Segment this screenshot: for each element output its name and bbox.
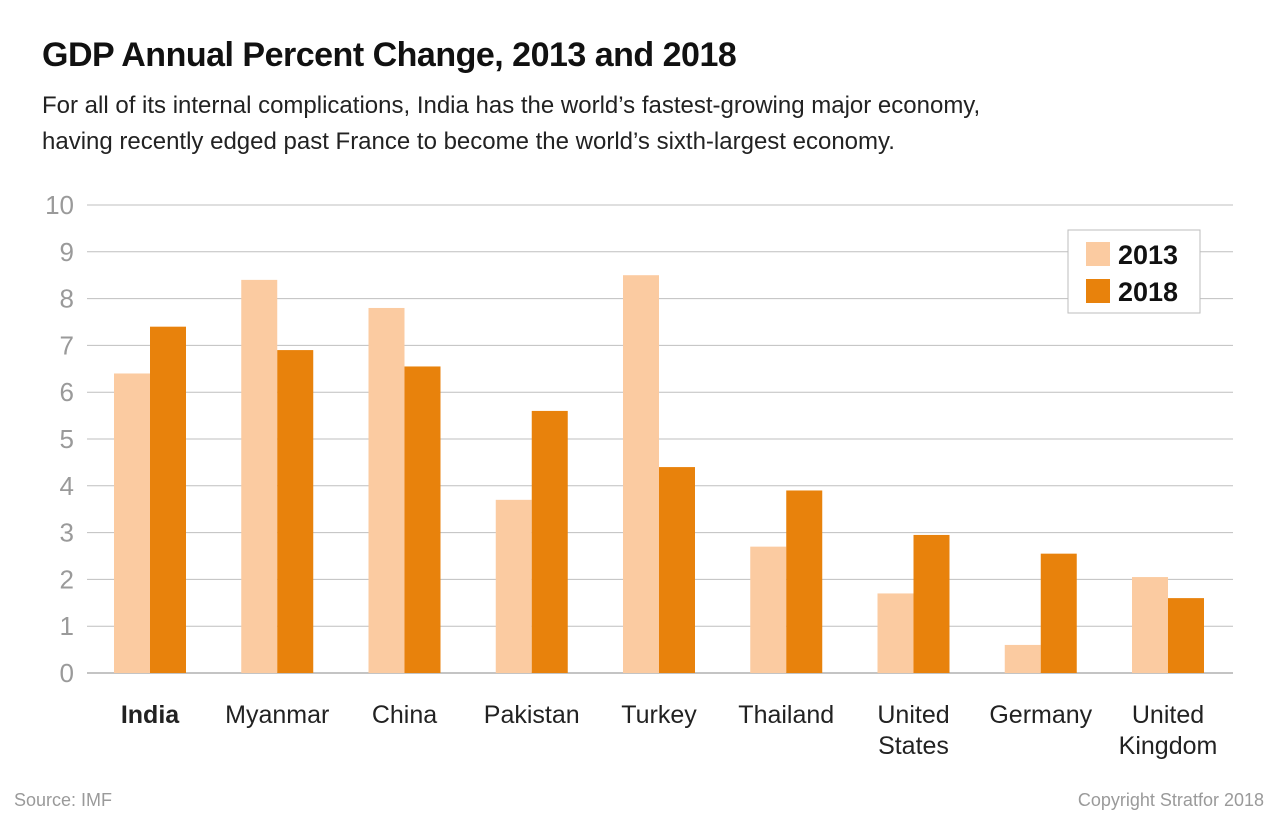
bar-2018 [531,410,568,673]
copyright-note: Copyright Stratfor 2018 [1077,790,1264,810]
x-tick-label: United [1132,701,1204,729]
y-tick-label: 9 [60,237,74,267]
bar-2018 [277,350,314,673]
bar-2018 [786,490,823,673]
legend-swatch-2018 [1086,279,1110,303]
chart-title: GDP Annual Percent Change, 2013 and 2018 [42,36,737,74]
bar-2013 [368,307,405,673]
bars [114,275,1204,673]
y-tick-label: 7 [60,330,74,360]
x-tick-label: India [121,701,180,729]
x-tick-label: Pakistan [484,701,580,729]
bar-2018 [913,534,950,673]
bar-2018 [150,326,186,673]
x-tick-label: Myanmar [225,701,329,729]
y-tick-label: 10 [45,190,74,220]
legend-swatch-2013 [1086,242,1110,266]
subtitle-line-2: having recently edged past France to bec… [42,128,895,155]
y-tick-label: 5 [60,424,74,454]
x-tick-label: Germany [989,701,1092,729]
legend: 2013 2018 [1067,229,1201,314]
y-tick-label: 8 [60,284,74,314]
bar-2013 [114,373,150,673]
axes: 0 1 2 3 4 5 6 7 8 9 10 India Myanmar China Pakistan Tur… [45,190,1217,760]
chart-subtitle: For all of its internal complications, I… [42,88,1242,160]
subtitle-line-1: For all of its internal complications, I… [42,92,981,119]
y-tick-label: 3 [60,518,74,548]
bar-2013 [1132,577,1168,673]
bar-2018 [1040,553,1077,673]
x-tick-label: United [877,701,949,729]
bar-2013 [1004,644,1041,673]
bar-2013 [623,275,659,673]
y-tick-label: 4 [60,471,74,501]
bar-2018 [404,366,441,673]
y-tick-label: 1 [60,611,74,641]
bar-2013 [877,593,914,673]
x-tick-label: Thailand [738,701,834,729]
bar-2013 [495,499,532,673]
bar-2018 [659,467,695,673]
legend-label-2018: 2018 [1118,277,1178,307]
bar-2018 [1168,598,1204,673]
legend-label-2013: 2013 [1118,240,1178,270]
y-tick-label: 0 [60,658,74,688]
y-tick-label: 6 [60,377,74,407]
y-tick-label: 2 [60,564,74,594]
bar-2013 [750,546,787,673]
x-tick-label: Kingdom [1119,732,1218,760]
x-tick-label: China [372,701,437,729]
bar-2013 [241,279,278,673]
x-tick-label: Turkey [621,701,697,729]
source-note: Source: IMF [14,790,113,810]
x-tick-label: States [878,732,949,760]
